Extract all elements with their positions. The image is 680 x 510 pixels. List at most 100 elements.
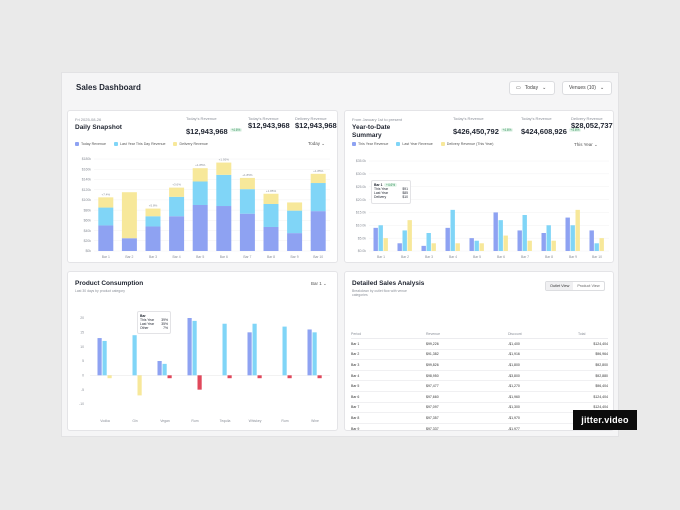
bar <box>257 375 262 379</box>
bar <box>383 238 388 251</box>
table-cell: -$3,800 <box>508 370 578 382</box>
table-cell: $96,964 <box>578 349 608 361</box>
ytd-title: Year-to-Date Summary <box>352 124 391 139</box>
bar <box>493 212 498 251</box>
bar <box>503 235 508 251</box>
x-tick-label: Bar 8 <box>267 255 275 259</box>
y-tick-label: $5.0k <box>358 236 367 240</box>
ytd-summary-card: From January 1st to present Year-to-Date… <box>344 110 614 263</box>
column-header: Total <box>578 330 608 339</box>
venue-filter-button[interactable]: Venues (10) ⌄ <box>562 81 612 95</box>
x-tick-label: Bar 1 <box>102 255 110 259</box>
daily-stat-3: Delivery Revenue $12,943,968 <box>295 116 337 130</box>
x-tick-label: Vegan <box>160 419 170 423</box>
product-chart: -10 -5 0 5 10 15 20 Vodka Gin Vegan Rum Tequila Whis… <box>79 316 330 423</box>
table-row[interactable]: Bar 4 $98,950 -$3,800 $92,880 <box>351 370 608 382</box>
chevron-down-icon: ⌄ <box>542 85 547 91</box>
table-row[interactable]: Bar 5 $97,477 -$1,270 $96,404 <box>351 380 608 392</box>
bar-segment <box>121 192 137 239</box>
daily-snapshot-card: Fri 2025-08-26 Daily Snapshot Today's Re… <box>67 110 338 263</box>
bar-segment <box>192 181 208 205</box>
column-header: Revenue <box>426 330 508 339</box>
sales-table: Period Revenue Discount Total Bar 1 $99,2… <box>351 330 608 430</box>
table-row[interactable]: Bar 1 $99,226 -$1,400 $124,404 <box>351 338 608 350</box>
data-label: +1.85% <box>266 189 277 193</box>
table-cell: -$1,270 <box>508 380 578 392</box>
table-row[interactable]: Bar 8$97,357-$1,970$124,404 <box>351 412 608 424</box>
table-cell: $97,097 <box>426 402 508 414</box>
bar <box>287 375 292 379</box>
table-cell: $97,477 <box>426 380 508 392</box>
bar <box>97 338 102 376</box>
table-cell: -$1,977 <box>508 423 578 430</box>
daily-range-dropdown[interactable]: Today ⌄ <box>308 141 326 146</box>
top-bar: Sales Dashboard ▭ Today ⌄ Venues (10) ⌄ <box>62 73 620 103</box>
bar <box>222 323 227 376</box>
table-cell: Bar 1 <box>351 338 426 350</box>
detailed-title: Detailed Sales Analysis <box>352 280 425 287</box>
table-cell: $97,357 <box>426 412 508 424</box>
ytd-legend: This Year Revenue Last Year Revenue Deli… <box>352 142 494 147</box>
view-toggle: Outlet View Product View <box>545 281 605 291</box>
x-tick-label: Bar 6 <box>220 255 228 259</box>
ytd-tooltip: Bar 1 +4.6% This Year $91 Last Year $85 Del… <box>371 180 411 204</box>
watermark-logo: jitter.video <box>573 410 637 430</box>
bar <box>546 225 551 251</box>
table-row[interactable]: Bar 6 $97,660 -$1,960 $124,404 <box>351 391 608 403</box>
bar <box>157 361 162 376</box>
table-cell: $92,880 <box>578 370 608 382</box>
bar <box>102 340 107 376</box>
tab-outlet-view[interactable]: Outlet View <box>546 282 574 290</box>
column-header: Period <box>351 330 426 339</box>
bar <box>426 233 431 251</box>
data-label: +1.95% <box>219 158 230 162</box>
daily-legend: Today Revenue Last Year This Day Revenue… <box>75 142 208 147</box>
daily-chart: $0k $20k $40k $60k $80k $100k $120k $140k $160k $… <box>82 157 330 259</box>
table-cell: -$1,400 <box>508 338 578 350</box>
column-header: Discount <box>508 330 578 339</box>
bar-segment <box>263 226 279 251</box>
bar-segment <box>192 168 208 182</box>
bar <box>421 245 426 251</box>
bar <box>187 318 192 376</box>
bar-segment <box>239 177 255 190</box>
bar <box>397 243 402 251</box>
y-tick-label: 10 <box>80 345 84 349</box>
table-cell: Bar 4 <box>351 370 426 382</box>
table-row[interactable]: Bar 2 $91,382 -$1,916 $96,964 <box>351 349 608 361</box>
table-cell: Bar 7 <box>351 402 426 414</box>
x-tick-label: Whiskey <box>249 419 262 423</box>
table-cell: Bar 6 <box>351 391 426 403</box>
product-dropdown[interactable]: Bar 1 ⌄ <box>311 281 327 286</box>
ytd-stat-3: Delivery Revenue $28,052,737 <box>571 116 613 130</box>
table-cell: $99,826 <box>426 359 508 371</box>
y-tick-label: $60k <box>84 219 92 223</box>
x-tick-label: Bar 1 <box>377 255 385 259</box>
x-tick-label: Bar 5 <box>473 255 481 259</box>
legend-item: Last Year This Day Revenue <box>113 142 165 147</box>
table-row[interactable]: Bar 9$97,337-$1,977$124,404 <box>351 423 608 430</box>
y-tick-label: -5 <box>81 388 84 392</box>
x-tick-label: Gin <box>132 419 137 423</box>
date-filter-button[interactable]: ▭ Today ⌄ <box>509 81 555 95</box>
legend-item: Today Revenue <box>75 142 106 147</box>
y-tick-label: $180k <box>82 157 92 161</box>
ytd-range-dropdown[interactable]: This Year ⌄ <box>574 142 598 147</box>
table-cell: Bar 5 <box>351 380 426 392</box>
y-tick-label: $0k <box>86 249 92 253</box>
table-row[interactable]: Bar 3 $99,826 -$1,800 $92,800 <box>351 359 608 371</box>
daily-date: Fri 2025-08-26 <box>75 117 102 122</box>
bar-segment <box>287 210 303 234</box>
table-cell: $99,226 <box>426 338 508 350</box>
data-label: +1.85% <box>242 173 253 177</box>
x-tick-label: Wine <box>311 419 319 423</box>
bar <box>551 240 556 251</box>
tab-product-view[interactable]: Product View <box>577 284 600 288</box>
bar <box>599 238 604 251</box>
table-cell: $97,337 <box>426 423 508 430</box>
bar-segment <box>98 197 114 208</box>
y-tick-label: $0.0k <box>358 249 367 253</box>
y-tick-label: $10.0k <box>356 223 366 227</box>
y-tick-label: 20 <box>80 316 84 320</box>
table-row[interactable]: Bar 7 $97,097 -$1,300 $124,404 <box>351 402 608 414</box>
